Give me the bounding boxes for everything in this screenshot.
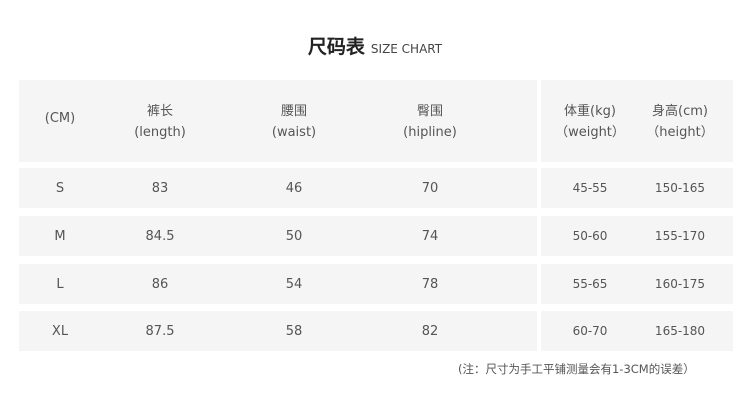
table-cell: XL	[51, 324, 69, 339]
header-sublabel: (waist)	[271, 125, 317, 140]
page-title: 尺码表 SIZE CHART	[0, 32, 750, 59]
row-background	[19, 168, 537, 208]
header-background	[541, 80, 733, 162]
column-header: 裤长 (length)	[134, 101, 186, 143]
table-cell: 87.5	[145, 324, 175, 339]
column-header: (CM)	[45, 108, 75, 129]
table-cell: 83	[151, 181, 169, 196]
table-cell: 155-170	[654, 229, 706, 243]
row-background	[19, 264, 537, 304]
row-background	[541, 311, 733, 351]
header-label: 裤长	[146, 104, 173, 119]
header-sublabel: （weight）	[555, 125, 625, 140]
table-cell: 58	[285, 324, 303, 339]
table-cell: 46	[285, 181, 303, 196]
table-cell: 50-60	[572, 229, 608, 243]
table-cell: 160-175	[654, 277, 706, 291]
row-background	[19, 216, 537, 256]
table-cell: 54	[285, 277, 303, 292]
table-cell: M	[54, 229, 66, 244]
column-header: 身高(cm) （height）	[646, 101, 713, 143]
row-background	[19, 311, 537, 351]
column-header: 体重(kg) （weight）	[555, 101, 625, 143]
table-cell: 82	[421, 324, 439, 339]
title-en: SIZE CHART	[370, 42, 443, 56]
header-label: 臀围	[416, 104, 443, 119]
header-sublabel: （height）	[646, 125, 714, 140]
table-cell: 150-165	[654, 181, 706, 195]
header-label: 腰围	[280, 104, 308, 119]
header-background	[19, 80, 537, 162]
header-label: 身高(cm)	[652, 104, 708, 119]
row-background	[541, 216, 733, 256]
table-cell: 86	[151, 277, 169, 292]
table-cell: 60-70	[572, 324, 608, 338]
header-sublabel: (length)	[134, 125, 186, 140]
column-header: 腰围 (waist)	[272, 101, 316, 143]
column-header: 臀围 (hipline)	[403, 101, 457, 143]
table-cell: 55-65	[572, 277, 608, 291]
table-cell: 50	[285, 229, 303, 244]
row-background	[541, 264, 733, 304]
table-cell: 74	[421, 229, 439, 244]
header-label: (CM)	[44, 111, 76, 126]
table-cell: 165-180	[654, 324, 706, 338]
row-background	[541, 168, 733, 208]
measurement-note: (注：尺寸为手工平铺测量会有1-3CM的误差）	[458, 362, 695, 376]
table-cell: 84.5	[145, 229, 175, 244]
table-cell: 45-55	[572, 181, 608, 195]
table-cell: 70	[421, 181, 439, 196]
table-cell: L	[56, 277, 64, 292]
header-sublabel: (hipline)	[403, 125, 457, 140]
table-cell: 78	[421, 277, 439, 292]
header-label: 体重(kg)	[564, 104, 616, 119]
title-cn: 尺码表	[307, 36, 365, 58]
table-cell: S	[55, 181, 65, 196]
